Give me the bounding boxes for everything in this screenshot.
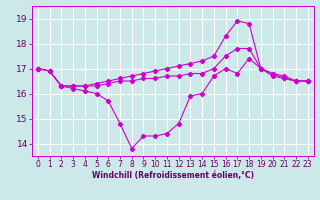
X-axis label: Windchill (Refroidissement éolien,°C): Windchill (Refroidissement éolien,°C) bbox=[92, 171, 254, 180]
